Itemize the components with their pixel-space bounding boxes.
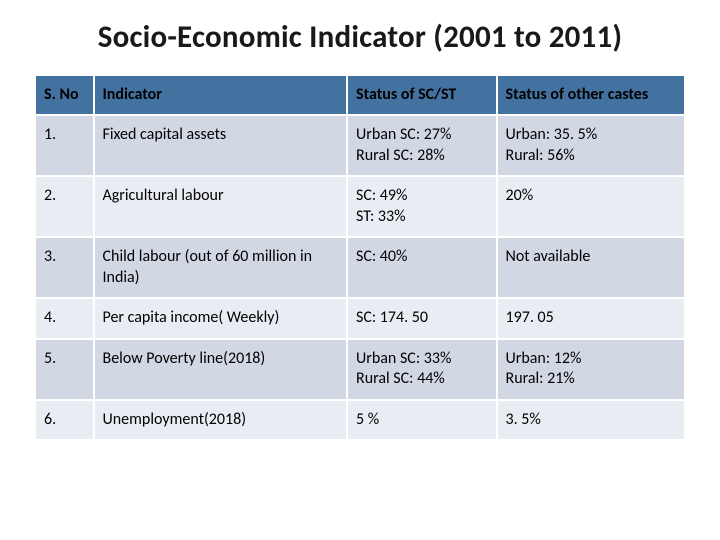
column-header-0: S. No xyxy=(35,75,94,115)
indicator-cell: Child labour (out of 60 million in India… xyxy=(94,237,348,298)
scst-cell: Urban SC: 33%Rural SC: 44% xyxy=(347,339,497,400)
table-row: 3.Child labour (out of 60 million in Ind… xyxy=(35,237,685,298)
cell-line: ST: 33% xyxy=(356,207,488,227)
indicator-cell: Unemployment(2018) xyxy=(94,400,348,440)
cell-line: Urban SC: 33% xyxy=(356,349,488,369)
slide-title: Socio-Economic Indicator (2001 to 2011) xyxy=(34,18,686,56)
cell-line: Urban: 35. 5% xyxy=(506,125,677,145)
other-cell: Not available xyxy=(497,237,686,298)
cell-line: 20% xyxy=(506,186,677,206)
indicator-cell: Per capita income( Weekly) xyxy=(94,298,348,338)
sno-cell: 2. xyxy=(35,176,94,237)
cell-line: Urban: 12% xyxy=(506,349,677,369)
table-row: 1.Fixed capital assetsUrban SC: 27%Rural… xyxy=(35,115,685,176)
column-header-1: Indicator xyxy=(94,75,348,115)
sno-cell: 3. xyxy=(35,237,94,298)
cell-line: SC: 49% xyxy=(356,186,488,206)
other-cell: 197. 05 xyxy=(497,298,686,338)
other-cell: 3. 5% xyxy=(497,400,686,440)
indicator-cell: Fixed capital assets xyxy=(94,115,348,176)
cell-line: 3. 5% xyxy=(506,410,677,430)
scst-cell: SC: 174. 50 xyxy=(347,298,497,338)
sno-cell: 4. xyxy=(35,298,94,338)
table-header: S. NoIndicatorStatus of SC/STStatus of o… xyxy=(35,75,685,115)
other-cell: Urban: 35. 5%Rural: 56% xyxy=(497,115,686,176)
sno-cell: 5. xyxy=(35,339,94,400)
table-row: 2.Agricultural labourSC: 49%ST: 33%20% xyxy=(35,176,685,237)
cell-line: Rural SC: 44% xyxy=(356,369,488,389)
sno-cell: 6. xyxy=(35,400,94,440)
cell-line: Not available xyxy=(506,247,677,267)
scst-cell: 5 % xyxy=(347,400,497,440)
other-cell: 20% xyxy=(497,176,686,237)
scst-cell: SC: 40% xyxy=(347,237,497,298)
indicator-cell: Below Poverty line(2018) xyxy=(94,339,348,400)
header-row: S. NoIndicatorStatus of SC/STStatus of o… xyxy=(35,75,685,115)
cell-line: SC: 174. 50 xyxy=(356,308,488,328)
slide: Socio-Economic Indicator (2001 to 2011) … xyxy=(0,0,720,540)
table-row: 5.Below Poverty line(2018)Urban SC: 33%R… xyxy=(35,339,685,400)
indicator-cell: Agricultural labour xyxy=(94,176,348,237)
scst-cell: SC: 49%ST: 33% xyxy=(347,176,497,237)
cell-line: 197. 05 xyxy=(506,308,677,328)
table-body: 1.Fixed capital assetsUrban SC: 27%Rural… xyxy=(35,115,685,440)
column-header-3: Status of other castes xyxy=(497,75,686,115)
cell-line: Rural: 56% xyxy=(506,146,677,166)
table-row: 6.Unemployment(2018) 5 % 3. 5% xyxy=(35,400,685,440)
indicator-table: S. NoIndicatorStatus of SC/STStatus of o… xyxy=(34,74,686,441)
cell-line: SC: 40% xyxy=(356,247,488,267)
cell-line: Rural SC: 28% xyxy=(356,146,488,166)
cell-line: Rural: 21% xyxy=(506,369,677,389)
scst-cell: Urban SC: 27%Rural SC: 28% xyxy=(347,115,497,176)
cell-line: Urban SC: 27% xyxy=(356,125,488,145)
column-header-2: Status of SC/ST xyxy=(347,75,497,115)
table-row: 4.Per capita income( Weekly) SC: 174. 50 1… xyxy=(35,298,685,338)
cell-line: 5 % xyxy=(356,410,488,430)
other-cell: Urban: 12%Rural: 21% xyxy=(497,339,686,400)
sno-cell: 1. xyxy=(35,115,94,176)
